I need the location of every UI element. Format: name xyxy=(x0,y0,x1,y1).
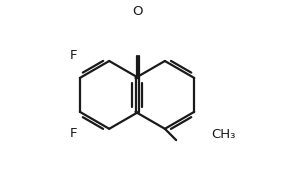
Text: CH₃: CH₃ xyxy=(211,127,235,140)
Text: F: F xyxy=(70,49,77,62)
Text: O: O xyxy=(132,4,143,17)
Text: F: F xyxy=(70,127,77,140)
